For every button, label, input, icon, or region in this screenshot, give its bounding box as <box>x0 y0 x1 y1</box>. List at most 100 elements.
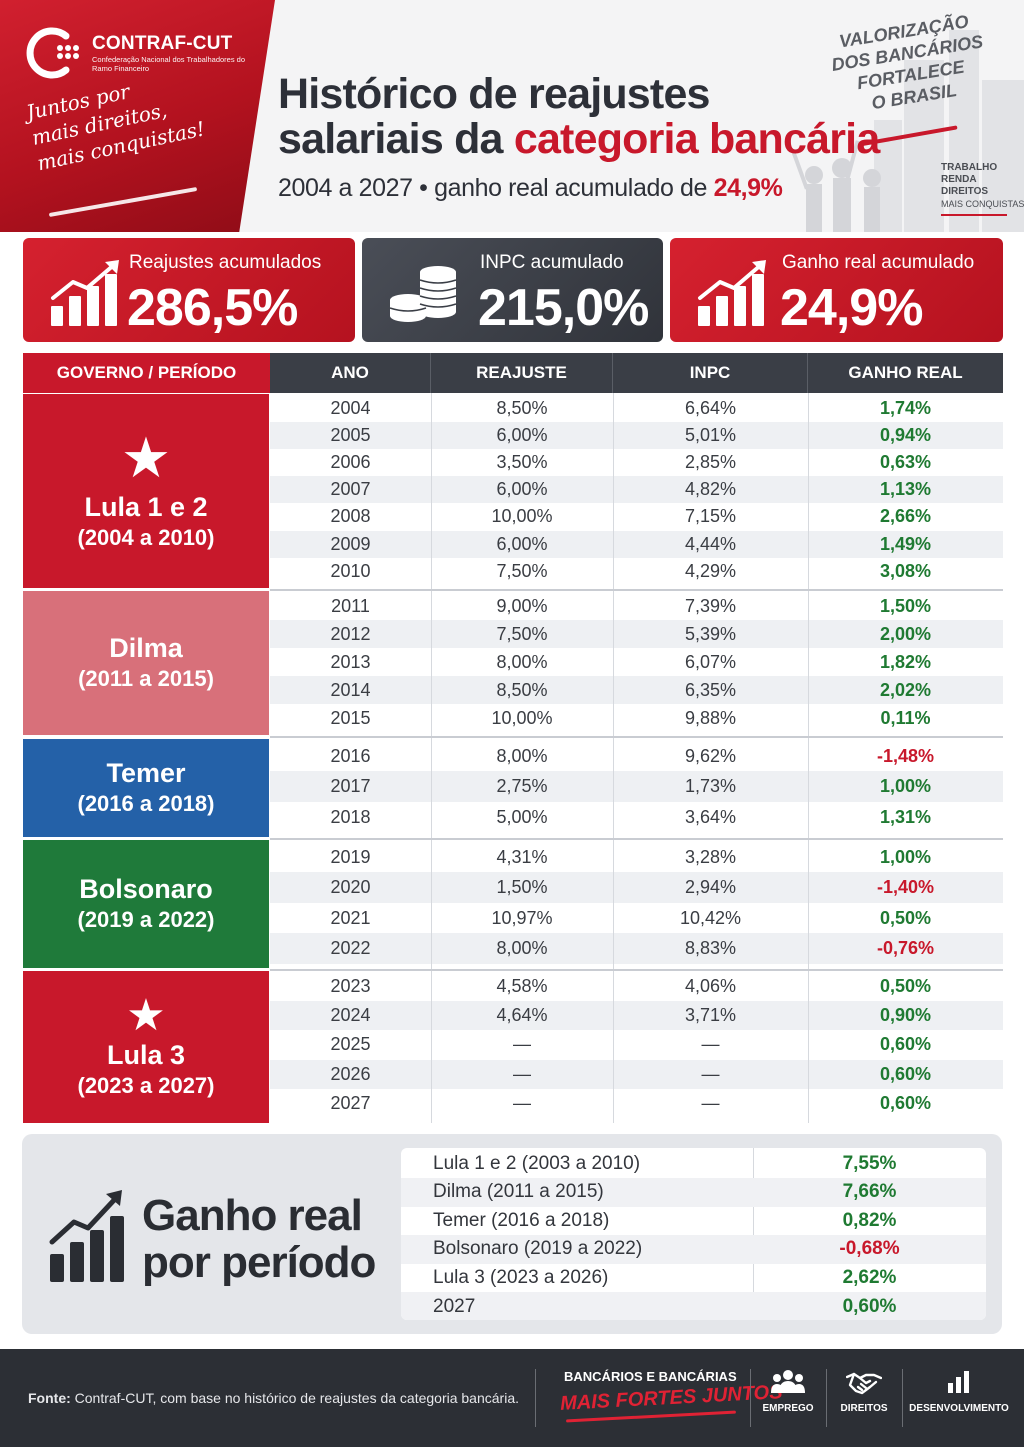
period-summary-title: Ganho real por período <box>142 1192 376 1286</box>
reajuste-cell: 9,00% <box>496 596 548 616</box>
table-row: 2011 9,00% 7,39% 1,50% <box>270 592 1003 620</box>
col-header-ganho-real: GANHO REAL <box>808 353 1003 393</box>
reajuste-cell: 10,00% <box>491 506 553 527</box>
ano-cell: 2023 <box>330 976 371 996</box>
government-bolsonaro: Bolsonaro (2019 a 2022) <box>23 840 269 968</box>
ganho-real-cell: -0,76% <box>876 938 935 959</box>
period-value: 2,62% <box>842 1266 897 1288</box>
ganho-real-cell: 0,63% <box>879 452 932 473</box>
government-name: Temer <box>106 757 186 788</box>
period-label: Lula 3 (2023 a 2026) <box>433 1266 609 1288</box>
ano-cell: 2017 <box>330 776 371 797</box>
reajuste-cell: 8,50% <box>496 680 548 700</box>
ganho-real-cell: 0,94% <box>879 425 932 446</box>
direitos-item: DIREITOS <box>834 1369 894 1414</box>
inpc-cell: 4,82% <box>684 479 737 500</box>
period-row: Lula 1 e 2 (2003 a 2010) 7,55% <box>401 1149 986 1178</box>
star-icon: ★ <box>120 425 172 489</box>
col-header-ano: ANO <box>270 353 431 393</box>
inpc-cell: 6,64% <box>684 398 737 418</box>
period-row: Bolsonaro (2019 a 2022) -0,68% <box>401 1234 986 1264</box>
inpc-cell: — <box>701 1063 720 1084</box>
growth-chart-icon <box>698 260 766 326</box>
government-name: Lula 3 <box>106 1039 186 1070</box>
emprego-item: EMPREGO <box>758 1369 818 1414</box>
table-row: 2015 10,00% 9,88% 0,11% <box>270 704 1003 732</box>
col-header-inpc: INPC <box>613 353 808 393</box>
reajuste-cell: 8,00% <box>496 652 548 672</box>
desenvolvimento-item: DESENVOLVIMENTO <box>908 1369 1010 1414</box>
inpc-cell: 4,29% <box>684 560 737 581</box>
reajuste-cell: 10,00% <box>491 708 553 728</box>
tag-direitos: DIREITOS <box>941 186 989 197</box>
inpc-cell: 6,35% <box>684 680 737 700</box>
reajuste-cell: 5,00% <box>496 806 548 827</box>
ganho-real-cell: -1,40% <box>876 877 935 898</box>
government-period: (2011 a 2015) <box>78 665 214 691</box>
table-row: 2020 1,50% 2,94% -1,40% <box>270 872 1003 903</box>
bar-chart-icon <box>948 1371 969 1393</box>
footer-divider <box>750 1369 751 1427</box>
ano-cell: 2005 <box>330 425 371 446</box>
column-divider <box>431 393 432 1123</box>
ano-cell: 2021 <box>330 907 371 928</box>
ano-cell: 2024 <box>330 1005 371 1026</box>
org-subtitle: Confederação Nacional dos Trabalhadores … <box>92 55 246 73</box>
growth-chart-icon <box>49 1190 124 1282</box>
reajuste-cell: 4,64% <box>496 1005 548 1026</box>
inpc-cell: 1,73% <box>684 776 737 797</box>
card-inpc-value: 215,0% <box>478 279 649 337</box>
inpc-cell: 7,39% <box>684 596 737 616</box>
card-inpc: INPC acumulado 215,0% <box>362 238 663 342</box>
subtitle-plain: 2004 a 2027 • ganho real acumulado de <box>278 174 714 202</box>
ano-cell: 2015 <box>330 708 371 728</box>
ganho-real-cell: 1,74% <box>879 398 932 418</box>
inpc-cell: 3,64% <box>684 806 737 827</box>
ganho-real-cell: 0,50% <box>879 976 932 996</box>
table-row: 2019 4,31% 3,28% 1,00% <box>270 842 1003 872</box>
inpc-cell: 2,85% <box>684 452 737 473</box>
tag-renda: RENDA <box>941 174 977 185</box>
col-header-reajuste: REAJUSTE <box>431 353 613 393</box>
period-row: Dilma (2011 a 2015) 7,66% <box>401 1177 986 1207</box>
card-ganho-real: Ganho real acumulado 24,9% <box>670 238 1003 342</box>
inpc-cell: 9,88% <box>684 708 737 728</box>
table-row: 2027 — — 0,60% <box>270 1089 1003 1118</box>
ano-cell: 2009 <box>330 533 371 554</box>
reajuste-cell: — <box>513 1034 531 1055</box>
page-subtitle: 2004 a 2027 • ganho real acumulado de 24… <box>278 174 783 203</box>
table-header: GOVERNO / PERÍODO ANO REAJUSTE INPC GANH… <box>23 353 1003 393</box>
ano-cell: 2011 <box>331 596 370 616</box>
inpc-cell: 6,07% <box>684 652 737 672</box>
government-name: Lula 1 e 2 <box>84 491 208 522</box>
table-row: 2009 6,00% 4,44% 1,49% <box>270 530 1003 558</box>
period-label: Lula 1 e 2 (2003 a 2010) <box>433 1152 641 1174</box>
emprego-label: EMPREGO <box>762 1403 814 1414</box>
government-period: (2023 a 2027) <box>77 1072 215 1098</box>
subtitle-accent: 24,9% <box>713 174 783 202</box>
tag-trabalho: TRABALHO <box>941 162 998 173</box>
period-value: 0,60% <box>842 1295 897 1317</box>
ganho-real-cell: 1,49% <box>879 533 932 554</box>
people-icon <box>771 1370 805 1393</box>
table-row: 2007 6,00% 4,82% 1,13% <box>270 476 1003 504</box>
ano-cell: 2014 <box>330 680 371 700</box>
table-row: 2023 4,58% 4,06% 0,50% <box>270 972 1003 1001</box>
card-reajustes: Reajustes acumulados 286,5% <box>23 238 355 342</box>
period-row: Temer (2016 a 2018) 0,82% <box>401 1206 986 1235</box>
campaign-top: BANCÁRIOS E BANCÁRIAS <box>564 1369 737 1384</box>
reajuste-cell: 6,00% <box>496 425 548 446</box>
footer-divider <box>535 1369 536 1427</box>
contraf-logo: CONTRAF-CUT Confederação Nacional dos Tr… <box>26 24 252 82</box>
table-row: 2005 6,00% 5,01% 0,94% <box>270 422 1003 450</box>
government-lula-3: ★ Lula 3 (2023 a 2027) <box>23 971 269 1123</box>
period-label: Temer (2016 a 2018) <box>433 1209 610 1231</box>
ano-cell: 2010 <box>330 560 371 581</box>
ano-cell: 2004 <box>330 398 371 418</box>
ano-cell: 2007 <box>330 479 371 500</box>
inpc-cell: 2,94% <box>684 877 737 898</box>
source-note: Fonte: Contraf-CUT, com base no históric… <box>28 1390 519 1406</box>
ganho-real-cell: -1,48% <box>876 746 935 766</box>
footer-divider <box>826 1369 827 1427</box>
tags-underline <box>941 214 1007 216</box>
